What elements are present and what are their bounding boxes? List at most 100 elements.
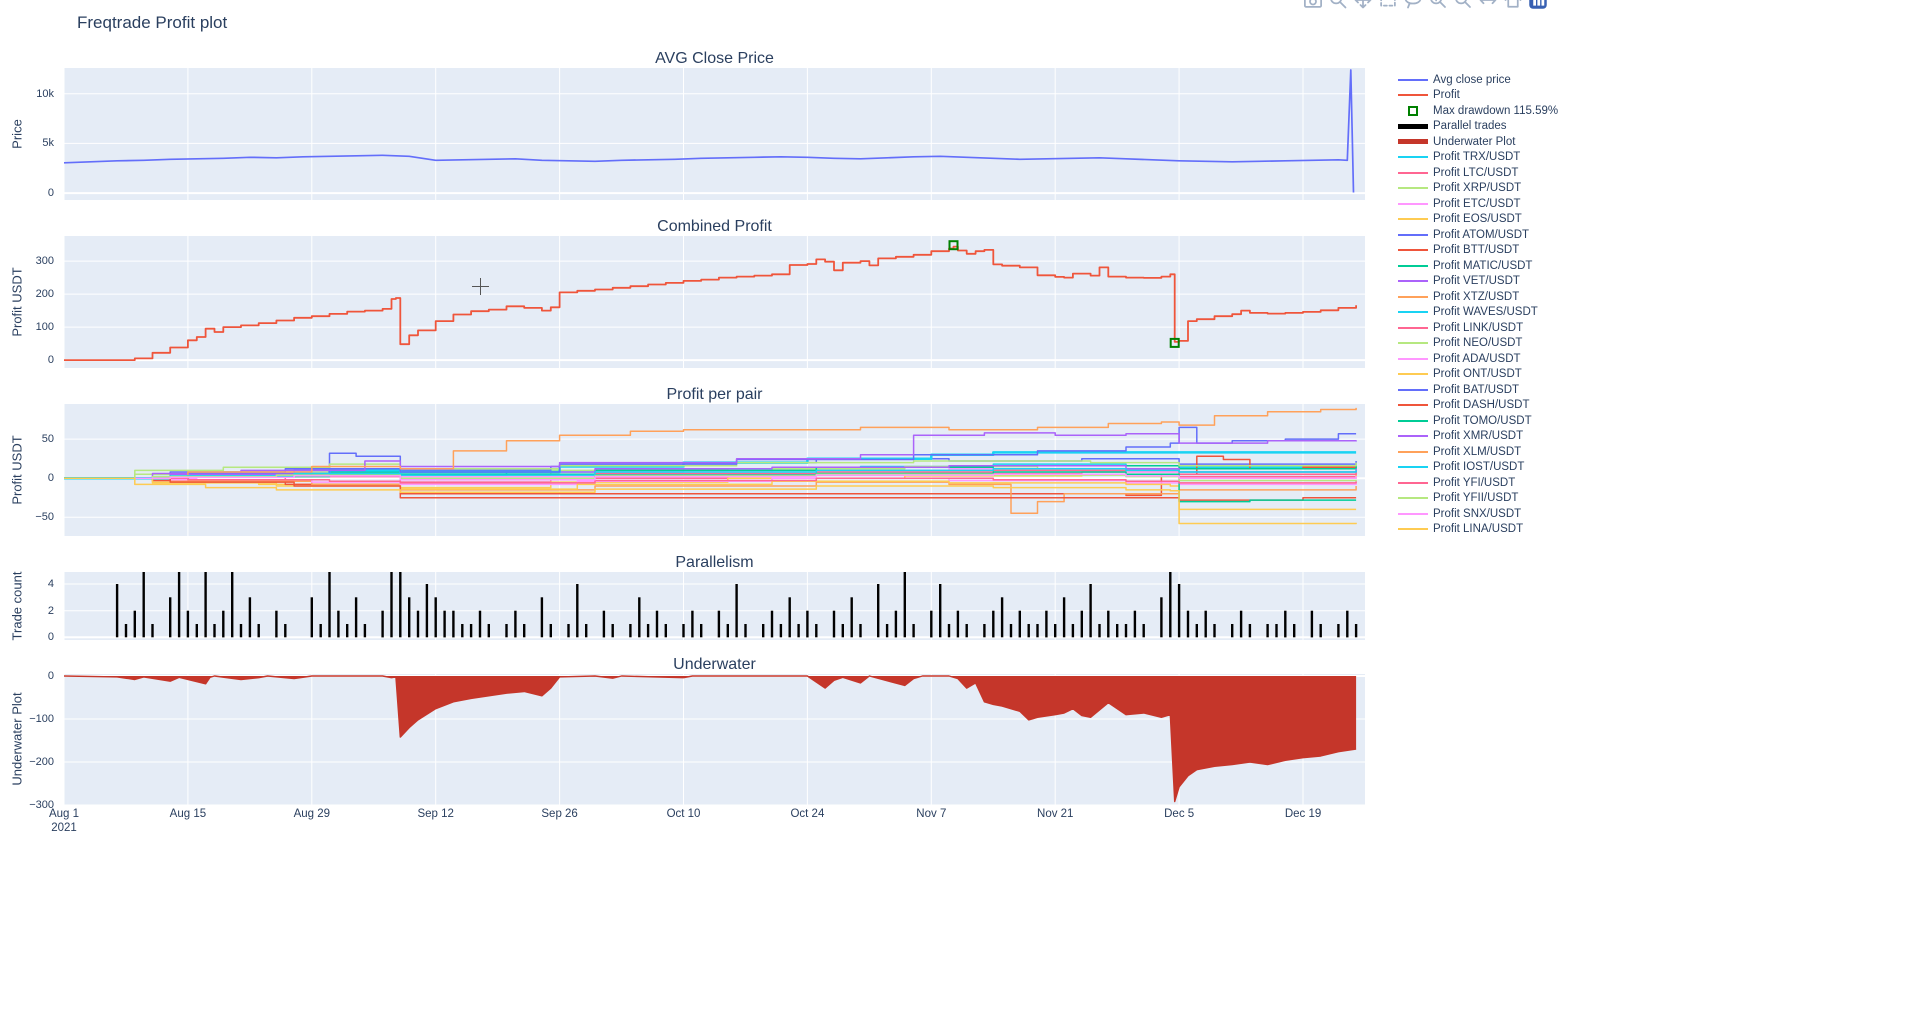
legend-item[interactable]: Profit IOST/USDT (1398, 460, 1558, 476)
subplot-title-avg-close-price: AVG Close Price (655, 50, 774, 67)
subplot-title-parallelism: Parallelism (675, 554, 754, 571)
series-Profit ONT/USDT[interactable] (64, 477, 1357, 525)
legend-label: Profit XLM/USDT (1433, 445, 1522, 458)
legend-label: Profit ETC/USDT (1433, 197, 1521, 210)
legend-line-swatch (1398, 264, 1428, 267)
plot-area-combined-profit[interactable] (64, 236, 1365, 368)
legend-line-swatch (1398, 280, 1428, 283)
legend-item[interactable]: Profit ATOM/USDT (1398, 227, 1558, 243)
legend-line-swatch (1398, 139, 1428, 145)
legend-item[interactable]: Profit WAVES/USDT (1398, 305, 1558, 321)
legend-line-swatch (1398, 342, 1428, 345)
legend-label: Profit ONT/USDT (1433, 368, 1522, 381)
legend-item[interactable]: Profit LINA/USDT (1398, 522, 1558, 538)
legend-item[interactable]: Profit YFI/USDT (1398, 475, 1558, 491)
pan-icon[interactable] (1353, 0, 1373, 10)
legend-item[interactable]: Profit TOMO/USDT (1398, 413, 1558, 429)
legend-item[interactable]: Parallel trades (1398, 119, 1558, 135)
x-tick-label: Aug 29 (293, 808, 331, 820)
zoom-out-icon[interactable] (1453, 0, 1473, 10)
legend-label: Profit WAVES/USDT (1433, 306, 1538, 319)
marker-Max drawdown 115.59%[interactable] (948, 240, 959, 251)
y-tick-label: 2 (47, 604, 54, 617)
legend-label: Profit XRP/USDT (1433, 182, 1522, 195)
legend-line-swatch (1398, 94, 1428, 97)
legend-item[interactable]: Profit NEO/USDT (1398, 336, 1558, 352)
zoom-in-icon[interactable] (1428, 0, 1448, 10)
marker-Max drawdown 115.59%[interactable] (1169, 337, 1180, 348)
box-select-icon[interactable] (1378, 0, 1398, 10)
legend-item[interactable]: Profit XLM/USDT (1398, 444, 1558, 460)
legend-item[interactable]: Profit (1398, 88, 1558, 104)
legend-label: Profit YFII/USDT (1433, 492, 1519, 505)
legend-item[interactable]: Profit MATIC/USDT (1398, 258, 1558, 274)
y-tick-label: 4 (47, 578, 54, 590)
legend-item[interactable]: Max drawdown 115.59% (1398, 103, 1558, 119)
zoom-icon[interactable] (1328, 0, 1348, 10)
legend-item[interactable]: Profit LINK/USDT (1398, 320, 1558, 336)
legend-line-swatch (1398, 311, 1428, 314)
y-tick-label: 100 (35, 321, 54, 334)
series-Profit[interactable] (64, 245, 1357, 361)
legend-item[interactable]: Profit BTT/USDT (1398, 243, 1558, 259)
lasso-icon[interactable] (1403, 0, 1423, 10)
bars-Parallel trades[interactable] (115, 572, 1358, 638)
legend-item[interactable]: Profit XMR/USDT (1398, 429, 1558, 445)
legend-label: Profit BAT/USDT (1433, 383, 1520, 396)
y-tick-label: 0 (47, 631, 54, 644)
y-tick-label: 0 (47, 354, 54, 367)
legend-item[interactable]: Profit XRP/USDT (1398, 181, 1558, 197)
series-Profit SNX/USDT[interactable] (64, 473, 1357, 481)
legend-label: Profit EOS/USDT (1433, 213, 1522, 226)
legend-line-swatch (1398, 233, 1428, 236)
series-Underwater Plot[interactable] (64, 675, 1357, 803)
legend-line-swatch (1398, 512, 1428, 515)
legend-item[interactable]: Profit BAT/USDT (1398, 382, 1558, 398)
legend-line-swatch (1398, 404, 1428, 407)
y-tick-label: −100 (29, 713, 54, 725)
autoscale-icon[interactable] (1478, 0, 1498, 10)
reset-axes-icon[interactable] (1503, 0, 1523, 10)
series-Profit XLM/USDT[interactable] (64, 407, 1357, 479)
legend-label: Profit TOMO/USDT (1433, 414, 1532, 427)
legend-item[interactable]: Profit YFII/USDT (1398, 491, 1558, 507)
legend-item[interactable]: Profit ONT/USDT (1398, 367, 1558, 383)
subplot-title-profit-per-pair: Profit per pair (666, 386, 763, 403)
legend-item[interactable]: Profit ETC/USDT (1398, 196, 1558, 212)
plot-area-underwater[interactable] (64, 674, 1365, 805)
plotly-logo[interactable] (1528, 0, 1548, 10)
legend-line-swatch (1398, 481, 1428, 484)
legend-line-swatch (1398, 419, 1428, 422)
legend-item[interactable]: Profit XTZ/USDT (1398, 289, 1558, 305)
y-tick-label: 50 (41, 433, 54, 446)
legend-label: Profit VET/USDT (1433, 275, 1520, 288)
series-Profit XMR/USDT[interactable] (64, 432, 1357, 479)
y-axis-title-underwater-plot: Underwater Plot (9, 692, 25, 786)
plot-area-profit-per-pair[interactable] (64, 404, 1365, 536)
plot-area-parallelism[interactable] (64, 572, 1365, 640)
legend-item[interactable]: Avg close price (1398, 72, 1558, 88)
legend-item[interactable]: Underwater Plot (1398, 134, 1558, 150)
legend-item[interactable]: Profit EOS/USDT (1398, 212, 1558, 228)
legend-item[interactable]: Profit DASH/USDT (1398, 398, 1558, 414)
camera-icon[interactable] (1303, 0, 1323, 10)
page-title: Freqtrade Profit plot (77, 13, 228, 32)
legend-item[interactable]: Profit LTC/USDT (1398, 165, 1558, 181)
legend-line-swatch (1398, 202, 1428, 205)
legend-item[interactable]: Profit SNX/USDT (1398, 506, 1558, 522)
series-Profit YFI/USDT[interactable] (64, 477, 1357, 484)
series-Avg close price[interactable] (64, 69, 1355, 193)
legend-line-swatch (1398, 218, 1428, 221)
legend-item[interactable]: Profit TRX/USDT (1398, 150, 1558, 166)
x-tick-label: Oct 24 (790, 808, 825, 820)
series-Profit BAT/USDT[interactable] (64, 426, 1357, 479)
y-tick-label: 0 (47, 187, 54, 200)
legend-item[interactable]: Profit VET/USDT (1398, 274, 1558, 290)
legend-line-swatch (1398, 156, 1428, 159)
legend-line-swatch (1398, 123, 1428, 129)
legend-item[interactable]: Profit ADA/USDT (1398, 351, 1558, 367)
legend-label: Profit ATOM/USDT (1433, 228, 1530, 241)
plot-area-avg-close-price[interactable] (64, 68, 1365, 200)
series-Profit LINA/USDT[interactable] (64, 477, 1357, 511)
